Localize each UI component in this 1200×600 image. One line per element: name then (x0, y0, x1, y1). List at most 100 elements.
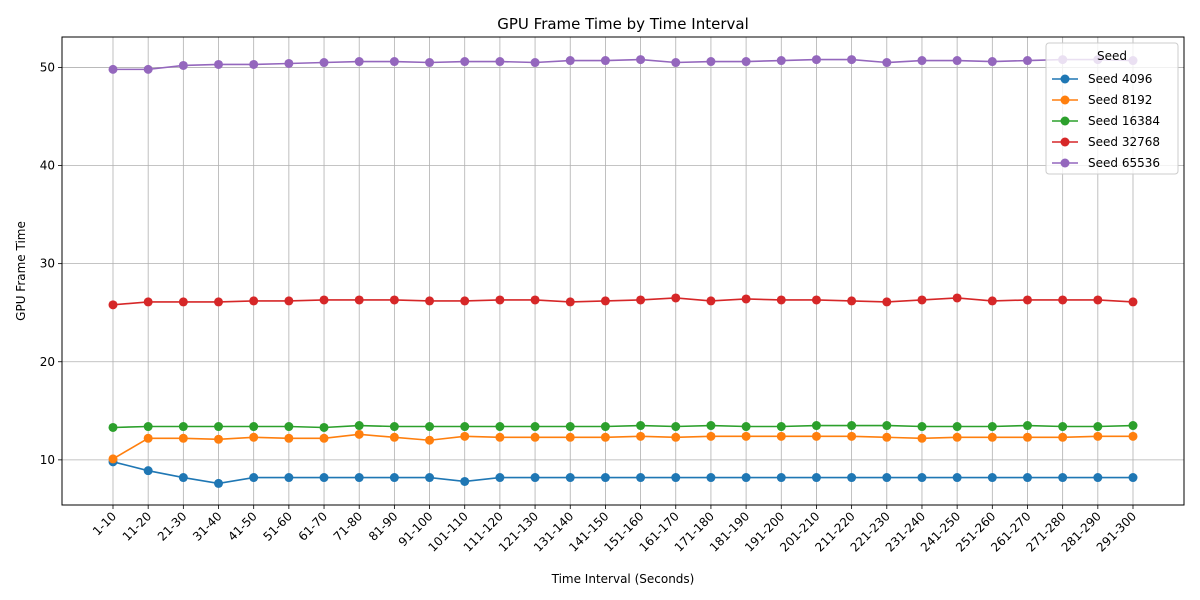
data-point (1093, 473, 1103, 483)
data-point (882, 432, 892, 442)
series-1 (108, 457, 1138, 488)
data-point (354, 473, 364, 483)
data-point (1022, 432, 1032, 442)
data-point (741, 294, 751, 304)
data-point (636, 421, 646, 431)
data-point (1093, 295, 1103, 305)
data-point (284, 433, 294, 443)
y-axis: 10 20 30 40 50 (40, 60, 62, 467)
legend-label: Seed 65536 (1088, 156, 1160, 170)
data-point (917, 422, 927, 432)
data-point (284, 296, 294, 306)
data-point (354, 429, 364, 439)
data-point (425, 296, 435, 306)
data-point (1022, 56, 1032, 66)
data-point (1093, 422, 1103, 432)
data-point (354, 57, 364, 67)
data-point (811, 295, 821, 305)
data-point (917, 433, 927, 443)
data-point (425, 58, 435, 68)
data-point (1022, 473, 1032, 483)
data-point (847, 55, 857, 65)
data-point (847, 473, 857, 483)
data-point (600, 432, 610, 442)
data-point (214, 478, 224, 488)
data-point (1128, 421, 1138, 431)
data-point (952, 473, 962, 483)
data-point (284, 422, 294, 432)
y-tick-label: 50 (40, 60, 55, 74)
data-point (776, 422, 786, 432)
data-point (847, 296, 857, 306)
series-line (113, 58, 1134, 71)
data-point (706, 421, 716, 431)
data-point (741, 422, 751, 432)
data-point (776, 473, 786, 483)
data-point (460, 431, 470, 441)
data-point (671, 422, 681, 432)
data-point (952, 422, 962, 432)
data-point (354, 421, 364, 431)
data-point (671, 58, 681, 68)
data-point (636, 473, 646, 483)
data-point (636, 295, 646, 305)
data-point (741, 473, 751, 483)
data-point (354, 295, 364, 305)
data-point (952, 432, 962, 442)
data-point (249, 59, 259, 69)
data-point (565, 56, 575, 66)
series-layer (108, 55, 1138, 488)
legend: Seed Seed 4096 Seed 8192 Seed 16384 Seed 327… (1045, 42, 1179, 175)
data-point (671, 432, 681, 442)
data-point (882, 473, 892, 483)
data-point (811, 473, 821, 483)
y-axis-title: GPU Frame Time (14, 221, 28, 321)
data-point (249, 432, 259, 442)
data-point (284, 58, 294, 68)
data-point (565, 297, 575, 307)
data-point (565, 473, 575, 483)
data-point (460, 296, 470, 306)
data-point (741, 431, 751, 441)
series-line (112, 461, 1133, 485)
legend-label: Seed 32768 (1088, 135, 1160, 149)
legend-box (1045, 42, 1179, 175)
data-point (706, 473, 716, 483)
x-axis-title: Time Interval (Seconds) (551, 572, 695, 586)
data-point (178, 297, 188, 307)
data-point (178, 422, 188, 432)
data-point (214, 434, 224, 444)
data-point (882, 421, 892, 431)
data-point (741, 57, 751, 67)
data-point (600, 296, 610, 306)
series-line (112, 297, 1134, 306)
data-point (495, 57, 505, 67)
data-point (565, 422, 575, 432)
legend-label: Seed 16384 (1088, 114, 1160, 128)
data-point (917, 295, 927, 305)
data-point (460, 422, 470, 432)
data-point (706, 431, 716, 441)
data-point (460, 476, 470, 486)
data-point (178, 473, 188, 483)
data-point (143, 433, 153, 443)
legend-item: Seed 32768 (1052, 135, 1160, 149)
legend-swatch-marker (1060, 95, 1070, 105)
data-point (389, 432, 399, 442)
data-point (143, 297, 153, 307)
data-point (987, 422, 997, 432)
legend-swatch-marker (1060, 116, 1070, 126)
data-point (178, 433, 188, 443)
data-point (108, 64, 118, 74)
data-point (952, 293, 962, 303)
data-point (214, 422, 224, 432)
data-point (108, 422, 118, 432)
data-point (319, 422, 329, 432)
y-tick-label: 30 (40, 257, 55, 271)
y-tick-label: 40 (40, 159, 55, 173)
data-point (143, 64, 153, 74)
data-point (1093, 431, 1103, 441)
series-4 (108, 293, 1138, 310)
data-point (952, 56, 962, 66)
data-point (1058, 432, 1068, 442)
